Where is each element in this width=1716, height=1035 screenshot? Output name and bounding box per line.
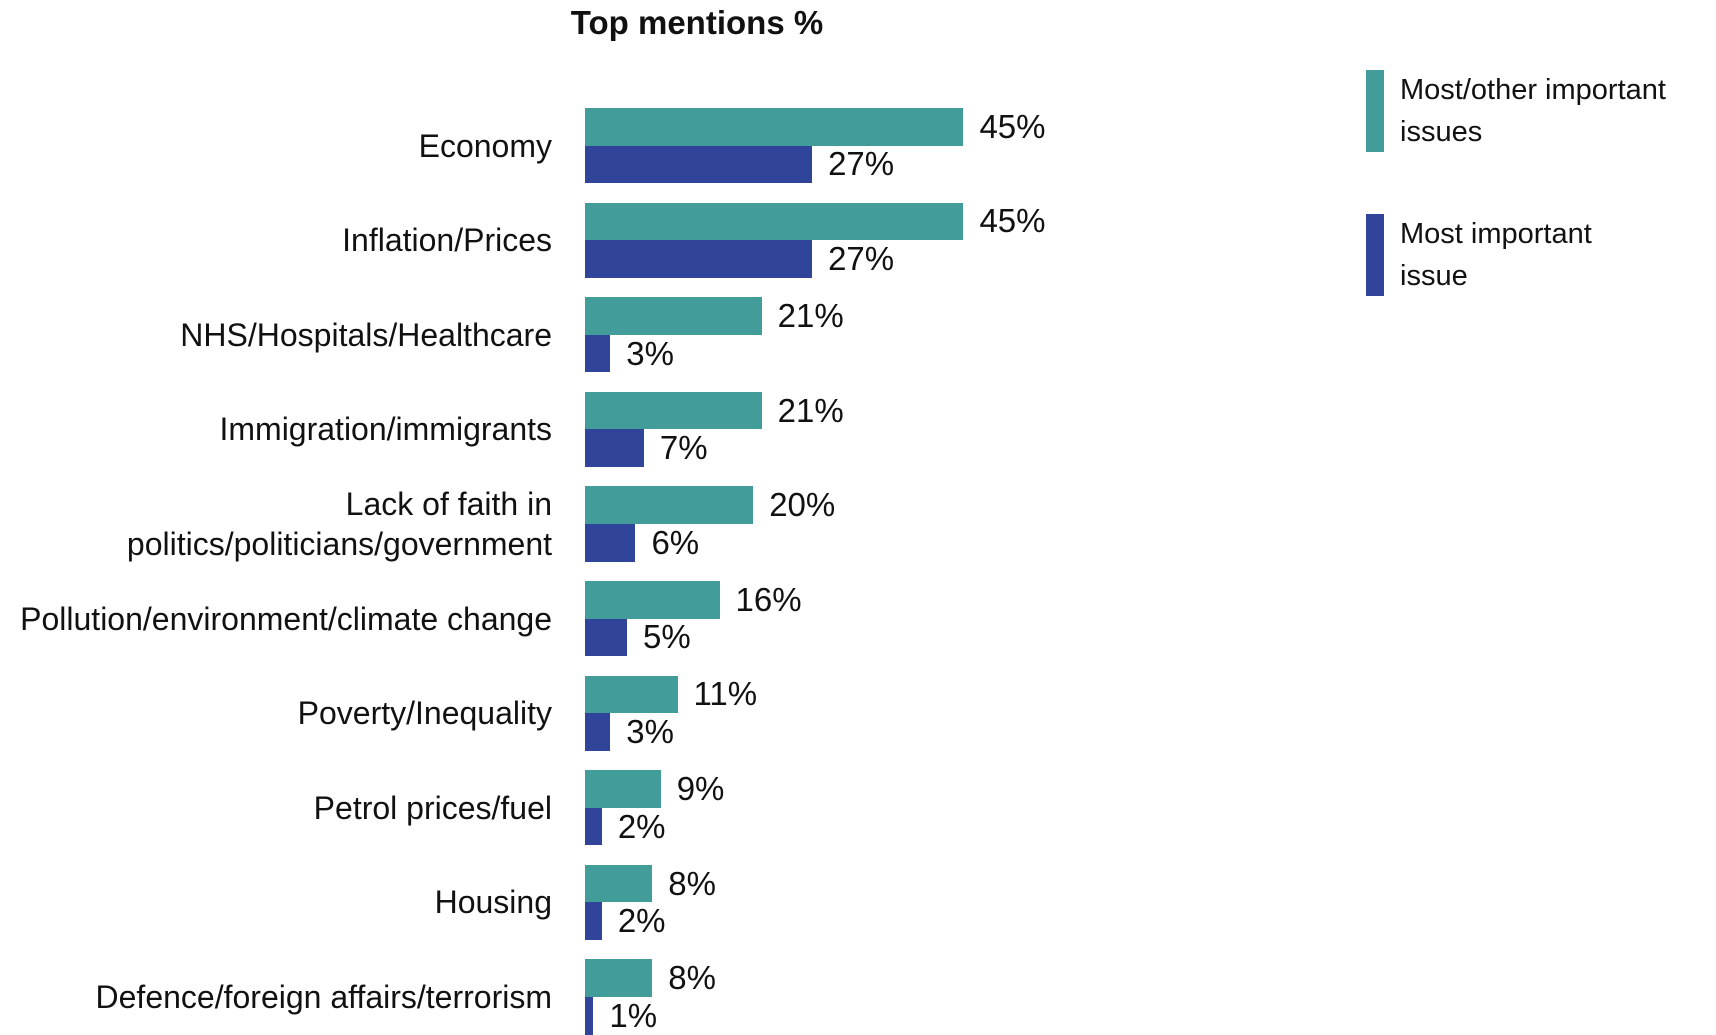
bar xyxy=(585,486,754,524)
bar xyxy=(585,770,661,808)
bar xyxy=(585,334,611,373)
value-label: 5% xyxy=(643,618,691,656)
value-label: 2% xyxy=(617,902,666,940)
bar xyxy=(585,202,964,241)
value-label: 45% xyxy=(979,202,1046,240)
bar xyxy=(585,807,602,846)
bar xyxy=(585,675,678,714)
value-label: 7% xyxy=(659,429,708,467)
legend-label: Most/other important issues xyxy=(1400,74,1666,148)
bar xyxy=(585,997,594,1035)
bar xyxy=(585,713,611,751)
legend-swatch xyxy=(1366,214,1384,296)
value-label: 3% xyxy=(626,334,674,372)
value-label: 3% xyxy=(626,713,674,750)
category-label: Petrol prices/fuel xyxy=(313,789,552,826)
value-label: 11% xyxy=(693,675,758,713)
bar xyxy=(585,429,644,467)
legend-label: Most important issue xyxy=(1400,218,1592,292)
legend-swatch xyxy=(1366,70,1384,152)
category-label: Housing xyxy=(434,884,552,921)
category-label: Poverty/Inequality xyxy=(297,695,552,732)
value-label: 20% xyxy=(769,486,836,524)
value-label: 21% xyxy=(777,391,844,429)
bar xyxy=(585,297,762,335)
bar xyxy=(585,864,653,903)
value-label: 27% xyxy=(828,240,895,277)
category-label: Immigration/immigrants xyxy=(219,411,552,448)
value-label: 45% xyxy=(979,107,1046,145)
bar xyxy=(585,581,720,619)
value-label: 27% xyxy=(828,145,895,183)
value-label: 8% xyxy=(668,959,716,997)
value-label: 1% xyxy=(609,996,658,1034)
category-label: Inflation/Prices xyxy=(342,222,552,259)
value-label: 2% xyxy=(617,807,666,845)
bar xyxy=(585,108,964,146)
bar xyxy=(585,391,762,430)
category-label: Lack of faith in politics/politicians/go… xyxy=(126,485,552,562)
bar xyxy=(585,145,813,184)
bar xyxy=(585,902,602,940)
bar xyxy=(585,524,636,562)
bar xyxy=(585,618,628,657)
category-label: Economy xyxy=(418,127,552,164)
bar xyxy=(585,240,813,278)
value-label: 8% xyxy=(668,864,716,902)
category-label: NHS/Hospitals/Healthcare xyxy=(180,316,552,353)
bar xyxy=(585,959,653,997)
chart-title: Top mentions % xyxy=(570,4,824,41)
value-label: 16% xyxy=(735,580,802,618)
category-label: Defence/foreign affairs/terrorism xyxy=(95,978,552,1015)
value-label: 9% xyxy=(676,770,725,807)
category-label: Pollution/environment/climate change xyxy=(20,600,552,637)
value-label: 21% xyxy=(777,297,844,334)
value-label: 6% xyxy=(651,523,700,561)
